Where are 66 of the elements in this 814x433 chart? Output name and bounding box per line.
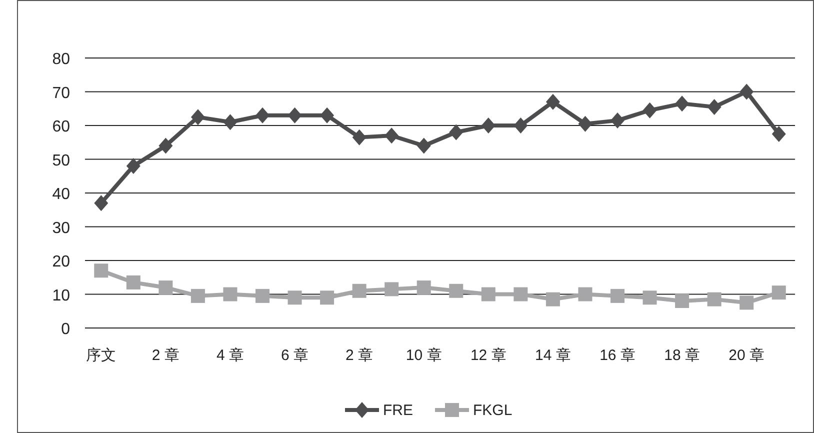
point <box>190 109 205 126</box>
y-tick-label: 20 <box>52 254 70 270</box>
point <box>223 114 238 130</box>
point <box>352 284 366 298</box>
point <box>352 129 366 146</box>
point <box>384 128 399 144</box>
point <box>481 118 496 134</box>
point <box>126 275 140 290</box>
point <box>288 290 302 305</box>
x-tick-label: 10 章 <box>406 347 442 364</box>
point <box>642 290 657 305</box>
point <box>449 284 464 298</box>
point <box>416 280 431 294</box>
point <box>256 288 270 303</box>
y-tick-label: 50 <box>52 152 70 170</box>
point <box>190 288 205 303</box>
x-tick-label: 14 章 <box>535 347 571 364</box>
point <box>158 280 173 294</box>
x-tick-label: 20 章 <box>728 347 765 364</box>
point <box>449 124 464 140</box>
y-tick-label: 60 <box>52 118 70 136</box>
x-tick-label: 4 章 <box>216 347 244 364</box>
point <box>514 287 528 302</box>
point <box>578 287 592 302</box>
point <box>320 290 334 305</box>
x-tick-label: 2 章 <box>152 347 180 364</box>
x-tick-label: 2 章 <box>346 347 374 364</box>
x-tick-label: 序文 <box>86 347 116 364</box>
legend-label: FKGL <box>473 402 512 419</box>
point <box>288 107 302 124</box>
point <box>384 282 399 296</box>
point <box>610 288 624 303</box>
point <box>740 84 754 100</box>
x-tick-label: 6 章 <box>281 347 309 364</box>
y-tick-label: 10 <box>52 287 70 304</box>
point <box>256 107 270 124</box>
x-tick-label: 18 章 <box>664 347 700 364</box>
point <box>578 116 592 132</box>
point <box>514 118 528 134</box>
point <box>707 98 722 115</box>
point <box>610 112 624 128</box>
point <box>320 107 334 124</box>
x-tick-label: 12 章 <box>470 347 506 364</box>
x-tick-label: 16 章 <box>600 347 636 364</box>
y-tick-label: 80 <box>52 51 70 68</box>
y-tick-label: 70 <box>52 84 70 102</box>
point <box>675 96 690 112</box>
point <box>675 294 690 308</box>
point <box>158 138 173 154</box>
point <box>546 292 560 306</box>
y-tick-label: 0 <box>61 321 70 338</box>
point <box>772 286 786 300</box>
point <box>546 94 560 110</box>
point <box>707 292 722 306</box>
point <box>481 287 496 302</box>
y-tick-label: 30 <box>52 220 70 237</box>
point <box>642 102 657 118</box>
point <box>772 126 786 142</box>
point <box>740 296 754 310</box>
point <box>94 195 108 212</box>
point <box>223 287 238 302</box>
y-tick-label: 40 <box>52 186 70 203</box>
point <box>126 158 140 174</box>
point <box>416 138 431 154</box>
point <box>94 264 108 278</box>
legend-label: FRE <box>383 402 413 419</box>
